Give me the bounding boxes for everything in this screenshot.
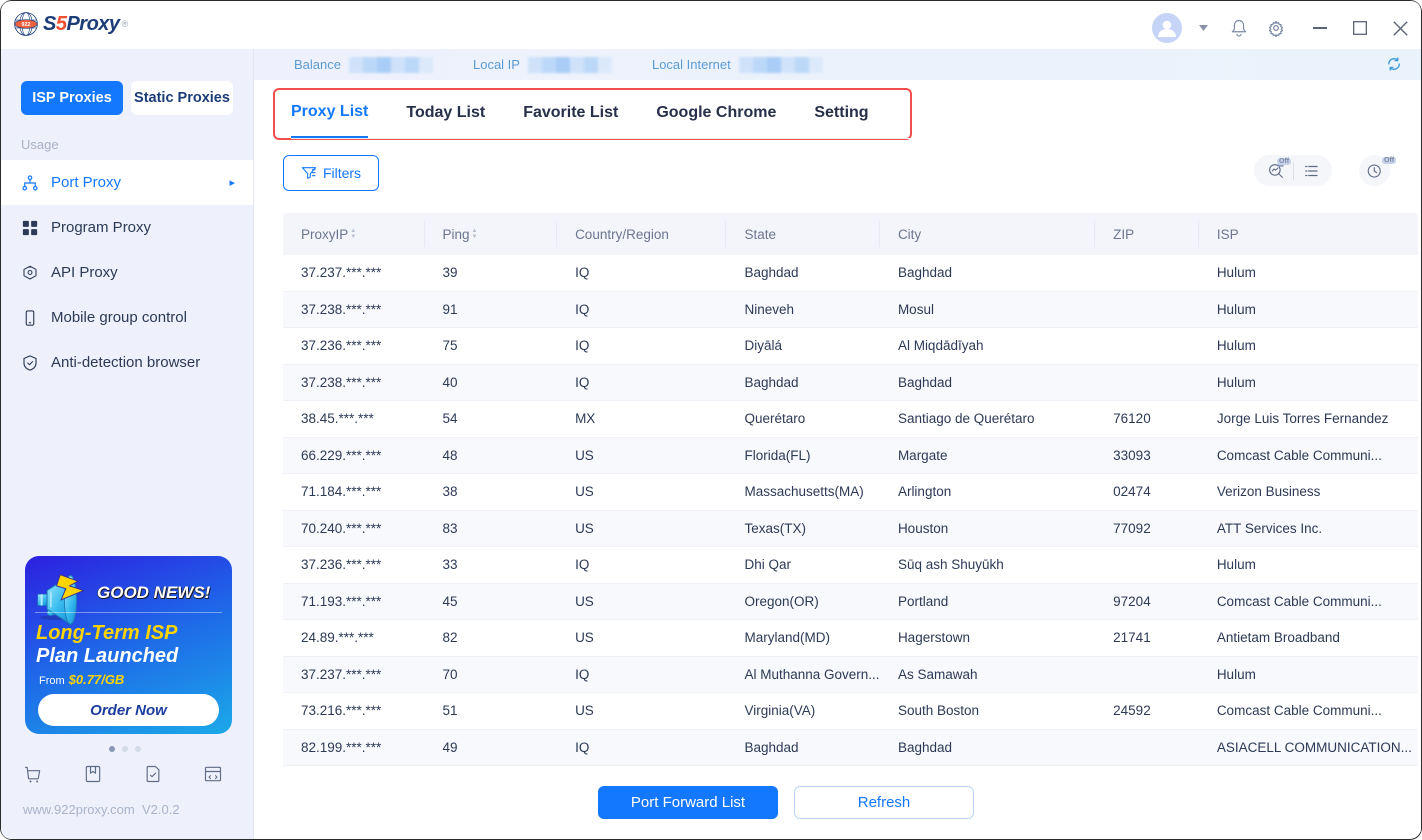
svg-text:922: 922 <box>22 22 31 28</box>
